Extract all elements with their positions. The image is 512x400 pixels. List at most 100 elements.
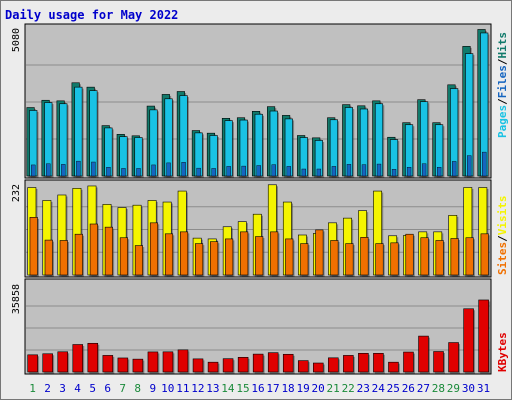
bar-kbytes-day-3 — [57, 351, 68, 373]
x-tick-day-13: 13 — [206, 382, 219, 395]
x-tick-day-1: 1 — [29, 382, 36, 395]
bar-kbytes-day-4 — [72, 344, 84, 373]
bars-hits-files-pages — [26, 29, 490, 178]
legend-visits-sites: Sites/Visits — [496, 196, 509, 276]
legend-item-pages: Pages — [496, 105, 509, 138]
x-tick-day-5: 5 — [89, 382, 96, 395]
bar-kbytes-day-11 — [177, 349, 189, 373]
x-tick-day-28: 28 — [432, 382, 445, 395]
bar-sites-day-26 — [405, 233, 414, 276]
x-tick-day-15: 15 — [236, 382, 249, 395]
bar-sites-day-21 — [330, 240, 339, 276]
x-tick-day-29: 29 — [447, 382, 460, 395]
bar-sites-day-24 — [375, 243, 384, 276]
bar-pages-day-14 — [226, 166, 231, 177]
panel-visits-sites: 232 — [11, 179, 492, 278]
x-tick-day-8: 8 — [134, 382, 141, 395]
legend-separator: / — [496, 98, 509, 105]
y-max-label: 232 — [11, 184, 22, 202]
bar-pages-day-19 — [301, 168, 307, 177]
legend-separator: / — [496, 58, 509, 65]
bar-sites-day-22 — [345, 243, 354, 276]
x-tick-day-26: 26 — [402, 382, 415, 395]
bar-sites-day-4 — [74, 233, 83, 276]
x-tick-day-20: 20 — [312, 382, 325, 395]
bar-pages-day-28 — [436, 167, 442, 177]
x-tick-day-19: 19 — [296, 382, 309, 395]
x-tick-day-14: 14 — [221, 382, 235, 395]
legend-text: KBytes — [496, 332, 509, 372]
x-tick-day-30: 30 — [462, 382, 475, 395]
bar-sites-day-9 — [149, 222, 159, 276]
bar-sites-day-18 — [285, 238, 294, 276]
bar-sites-day-14 — [225, 238, 234, 276]
bar-kbytes-day-5 — [87, 342, 99, 373]
bar-pages-day-11 — [181, 162, 186, 177]
bar-sites-day-5 — [89, 223, 98, 276]
bar-kbytes-day-13 — [207, 361, 219, 373]
bar-pages-day-8 — [136, 168, 141, 177]
x-tick-day-25: 25 — [387, 382, 400, 395]
x-tick-day-17: 17 — [266, 382, 279, 395]
legend-item-sites: Sites — [496, 242, 509, 275]
bar-kbytes-day-10 — [162, 351, 174, 373]
x-tick-day-6: 6 — [104, 382, 111, 395]
bar-pages-day-15 — [241, 165, 246, 177]
bar-sites-day-20 — [315, 229, 324, 276]
bar-kbytes-day-1 — [27, 354, 38, 373]
bars-kbytes — [27, 299, 491, 374]
bar-pages-day-4 — [76, 160, 81, 177]
bar-sites-day-1 — [29, 217, 38, 276]
bar-sites-day-17 — [270, 231, 279, 276]
legend-text: Sites/Visits — [496, 196, 509, 276]
bar-kbytes-day-28 — [433, 351, 444, 373]
bar-sites-day-25 — [390, 242, 399, 276]
bar-sites-day-13 — [210, 241, 219, 276]
bar-pages-day-2 — [46, 163, 51, 177]
bar-pages-day-24 — [376, 163, 382, 177]
x-axis-labels: 1 2 3 4 5 6 7 8 9 10 11 12 13 14 15 16 17 18 19 20 21 22 23 24 2… — [29, 382, 490, 395]
bar-pages-day-23 — [361, 164, 367, 177]
bar-kbytes-day-20 — [313, 362, 324, 373]
bar-pages-day-25 — [391, 169, 397, 177]
bar-pages-day-6 — [106, 167, 111, 177]
bar-kbytes-day-2 — [42, 353, 53, 373]
bar-pages-day-10 — [166, 162, 171, 177]
x-tick-day-3: 3 — [59, 382, 66, 395]
bar-kbytes-day-27 — [418, 335, 429, 373]
bar-pages-day-16 — [256, 165, 261, 177]
x-tick-day-2: 2 — [44, 382, 51, 395]
bar-kbytes-day-25 — [388, 361, 399, 373]
legend-text: Pages/Files/Hits — [496, 32, 509, 138]
bar-pages-day-17 — [271, 164, 276, 177]
bar-sites-day-15 — [240, 231, 249, 276]
chart-title: Daily usage for May 2022 — [5, 8, 178, 22]
bar-pages-day-22 — [346, 164, 352, 177]
bar-sites-day-30 — [465, 237, 474, 276]
bar-pages-day-29 — [452, 161, 457, 177]
x-tick-day-4: 4 — [74, 382, 81, 395]
bar-pages-day-26 — [406, 167, 412, 177]
bar-kbytes-day-30 — [463, 308, 474, 373]
bar-kbytes-day-18 — [282, 353, 294, 373]
bar-kbytes-day-14 — [222, 358, 234, 373]
bar-sites-day-16 — [255, 236, 264, 276]
bar-sites-day-3 — [59, 240, 68, 276]
legend-item-hits: Hits — [496, 32, 509, 59]
x-tick-day-23: 23 — [357, 382, 370, 395]
bar-kbytes-day-8 — [132, 358, 144, 373]
bar-pages-day-30 — [467, 155, 472, 177]
x-tick-day-31: 31 — [477, 382, 490, 395]
bar-pages-day-5 — [91, 161, 96, 177]
bar-pages-day-1 — [31, 164, 36, 177]
chart-panels: 5080 232 35858 — [11, 23, 492, 375]
bar-kbytes-day-7 — [117, 357, 129, 373]
bar-sites-day-10 — [164, 233, 174, 276]
bar-kbytes-day-6 — [102, 355, 114, 373]
bars-visits-sites — [27, 184, 490, 277]
bar-kbytes-day-21 — [328, 357, 339, 373]
bar-sites-day-7 — [119, 237, 128, 276]
bar-kbytes-day-31 — [478, 299, 489, 373]
y-max-label: 35858 — [11, 284, 22, 314]
